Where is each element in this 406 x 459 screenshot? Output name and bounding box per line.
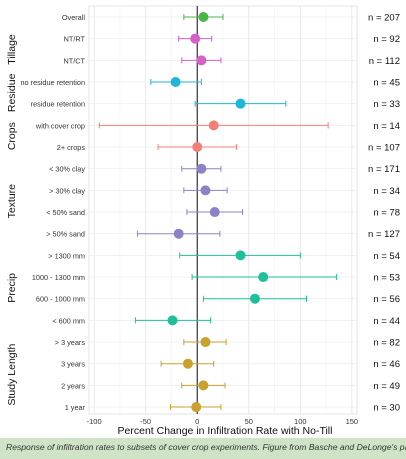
row-labels: Overall NT/RT NT/CT no residue retention res… (21, 13, 86, 412)
n-label: n = 207 (368, 13, 400, 24)
row-label: NT/RT (64, 35, 86, 44)
n-label: n = 14 (373, 121, 400, 132)
estimate-point (191, 402, 202, 413)
n-label: n = 46 (373, 359, 400, 370)
n-label: n = 78 (373, 208, 400, 219)
estimate-point (208, 120, 219, 131)
estimate-point (170, 77, 181, 88)
n-label: n = 54 (373, 251, 400, 262)
group-label: Crops (6, 122, 18, 150)
estimate-point (209, 207, 220, 218)
row-label: 1000 - 1300 mm (32, 273, 85, 282)
group-label: Texture (6, 184, 18, 219)
row-label: residue retention (31, 100, 85, 109)
row-label: 2 years (61, 381, 85, 390)
n-label: n = 107 (368, 143, 400, 154)
n-label: n = 171 (368, 164, 400, 175)
estimate-point (196, 163, 207, 174)
estimate-point (190, 33, 201, 44)
n-label: n = 49 (373, 381, 400, 392)
group-label: Residue (6, 73, 18, 112)
estimate-point (182, 358, 193, 369)
figure-caption: Response of infiltration rates to subset… (0, 438, 406, 459)
group-labels: Tillage Residue Crops Texture Precip Study Le… (6, 34, 18, 405)
row-label: Overall (62, 13, 85, 22)
estimate-point (258, 272, 269, 283)
estimate-point (192, 142, 203, 153)
row-label: 1 year (65, 403, 86, 412)
group-label: Tillage (6, 34, 18, 65)
x-tick-label: 150 (346, 417, 359, 426)
estimate-point (249, 293, 260, 304)
plot-marks (98, 12, 337, 413)
estimate-point (200, 337, 211, 348)
estimate-point (173, 228, 184, 239)
group-label: Study Length (6, 343, 18, 405)
estimate-point (198, 380, 209, 391)
row-label: 2+ crops (57, 143, 86, 152)
x-axis-label: Percent Change in Infiltration Rate with… (118, 425, 333, 437)
x-tick-label: 50 (245, 417, 253, 426)
n-label: n = 127 (368, 229, 400, 240)
row-label: no residue retention (21, 78, 86, 87)
grid (88, 5, 358, 415)
n-label: n = 112 (369, 56, 400, 67)
n-label: n = 56 (373, 294, 400, 305)
n-label: n = 45 (373, 78, 400, 89)
estimate-point (196, 55, 207, 66)
x-tick-labels: -100 -50 0 50 100 150 (87, 417, 358, 426)
n-label: n = 92 (373, 34, 400, 45)
row-label: < 600 mm (52, 316, 85, 325)
row-label: 3 years (61, 360, 85, 369)
x-tick-label: 0 (195, 417, 199, 426)
n-label: n = 30 (373, 403, 400, 414)
row-label: > 3 years (55, 338, 86, 347)
n-label: n = 44 (373, 316, 400, 327)
n-label: n = 53 (373, 273, 400, 284)
row-label: 600 - 1000 mm (36, 295, 85, 304)
row-label: with cover crop (35, 121, 85, 130)
x-tick-label: -50 (140, 417, 151, 426)
row-label: > 1300 mm (48, 251, 85, 260)
x-tick-label: 100 (294, 417, 307, 426)
n-labels: n = 207 n = 92 n = 112 n = 45 n = 33 n = 14 n … (368, 13, 400, 414)
estimate-point (235, 250, 246, 261)
x-tick-label: -100 (87, 417, 102, 426)
row-label: > 50% sand (46, 230, 85, 239)
estimate-point (200, 185, 211, 196)
row-label: < 50% sand (46, 208, 85, 217)
group-label: Precip (6, 273, 18, 303)
n-label: n = 33 (373, 99, 400, 110)
forest-plot: Overall NT/RT NT/CT no residue retention res… (6, 5, 400, 437)
row-label: < 30% clay (49, 165, 85, 174)
n-label: n = 82 (373, 338, 400, 349)
estimate-point (167, 315, 178, 326)
n-label: n = 34 (373, 186, 400, 197)
row-label: > 30% clay (49, 186, 85, 195)
estimate-point (198, 12, 209, 22)
estimate-point (235, 98, 246, 109)
row-label: NT/CT (64, 56, 86, 65)
